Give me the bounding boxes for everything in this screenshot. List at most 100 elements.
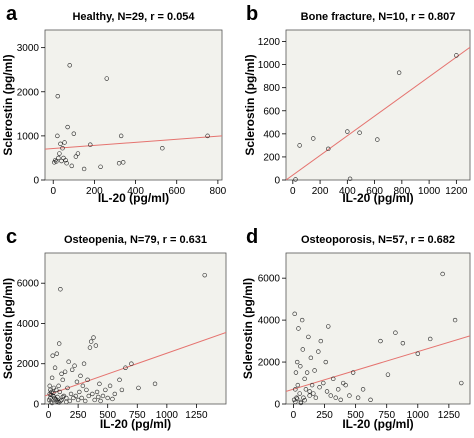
panel-letter: a <box>6 3 18 25</box>
x-tick-label: 1000 <box>156 410 179 421</box>
data-point <box>318 338 324 344</box>
plot-area <box>44 29 223 181</box>
data-point <box>57 151 62 156</box>
data-point <box>396 70 402 75</box>
data-point <box>92 397 97 403</box>
chart-title: Osteoporosis, N=57, r = 0.682 <box>301 234 455 246</box>
data-point <box>55 93 60 99</box>
data-point <box>70 367 75 372</box>
data-point <box>317 385 322 390</box>
y-tick-label: 0 <box>274 176 280 187</box>
data-point <box>123 365 128 370</box>
data-point <box>293 177 298 182</box>
x-axis-label: IL-20 (pg/ml) <box>342 417 413 431</box>
panel-letter: d <box>246 226 258 248</box>
data-point <box>88 142 93 147</box>
data-point <box>297 143 302 148</box>
y-axis-label: Sclerostin (pg/ml) <box>1 278 15 379</box>
data-point <box>296 326 301 331</box>
plot-area <box>285 252 471 405</box>
y-tick-label: 4000 <box>258 316 281 327</box>
data-point <box>88 339 94 344</box>
x-tick-label: 800 <box>394 186 411 197</box>
data-point <box>301 395 306 400</box>
y-axis-label: Sclerostin (pg/ml) <box>243 54 257 155</box>
y-tick-label: 1000 <box>258 60 281 71</box>
data-point <box>121 160 126 165</box>
data-point <box>64 399 69 405</box>
panel-c: c Osteopenia, N=79, r = 0.631 0 250 500 750 10… <box>1 226 227 431</box>
data-point <box>343 382 348 388</box>
data-point <box>83 398 88 404</box>
data-point <box>393 330 398 335</box>
data-point <box>94 389 100 395</box>
regression-line <box>45 332 226 397</box>
regression-line <box>286 335 470 392</box>
data-point <box>73 393 78 399</box>
data-point <box>57 389 62 395</box>
data-point <box>294 359 300 365</box>
data-point <box>385 372 391 377</box>
data-point <box>86 393 91 399</box>
data-point <box>112 391 117 397</box>
data-point <box>60 146 65 151</box>
data-point <box>84 387 89 393</box>
data-point <box>300 347 305 352</box>
y-tick-label: 0 <box>274 400 280 411</box>
y-tick-label: 6000 <box>258 274 281 285</box>
data-point <box>205 133 210 139</box>
x-tick-label: 250 <box>316 410 333 421</box>
data-point <box>56 400 62 405</box>
data-point <box>54 387 59 393</box>
data-point <box>428 336 433 342</box>
data-point <box>66 359 71 364</box>
data-point <box>53 157 58 163</box>
data-point <box>345 129 350 134</box>
data-point <box>400 340 406 346</box>
data-point <box>294 396 300 401</box>
data-point <box>202 272 207 278</box>
y-tick-label: 3000 <box>17 43 40 54</box>
data-point <box>62 369 68 374</box>
data-point <box>54 351 60 356</box>
data-point <box>129 361 134 366</box>
data-point <box>60 377 65 383</box>
regression-line <box>286 46 470 180</box>
data-point <box>302 398 307 403</box>
data-point <box>103 387 108 393</box>
data-point <box>78 373 83 379</box>
panel-a: a Healthy, N=29, r = 0.054 0 200 400 600 800 0 1… <box>1 3 227 205</box>
data-point <box>295 382 301 388</box>
data-point <box>49 400 55 406</box>
data-point <box>307 389 312 394</box>
data-point <box>56 155 61 161</box>
data-point <box>68 391 74 397</box>
data-point <box>454 53 459 58</box>
data-point <box>294 395 299 400</box>
data-point <box>60 394 65 400</box>
panel-letter: b <box>246 3 258 25</box>
data-point <box>58 141 63 147</box>
data-point <box>55 133 60 139</box>
data-point <box>350 370 356 375</box>
data-point <box>54 399 60 404</box>
x-tick-label: 1200 <box>445 186 468 197</box>
data-point <box>54 159 59 164</box>
data-point <box>368 397 373 403</box>
data-point <box>50 353 55 358</box>
y-tick-label: 2000 <box>17 87 40 98</box>
data-point <box>107 383 113 389</box>
x-axis-label: IL-20 (pg/ml) <box>100 417 171 431</box>
data-point <box>338 397 343 403</box>
data-point <box>304 370 310 375</box>
data-point <box>347 176 353 182</box>
data-point <box>299 317 305 323</box>
y-tick-label: 1000 <box>17 131 40 142</box>
plot-area <box>285 29 471 181</box>
data-point <box>56 341 62 346</box>
data-point <box>293 370 299 375</box>
data-point <box>328 393 333 398</box>
x-tick-label: 1250 <box>438 410 461 421</box>
data-point <box>378 338 383 344</box>
